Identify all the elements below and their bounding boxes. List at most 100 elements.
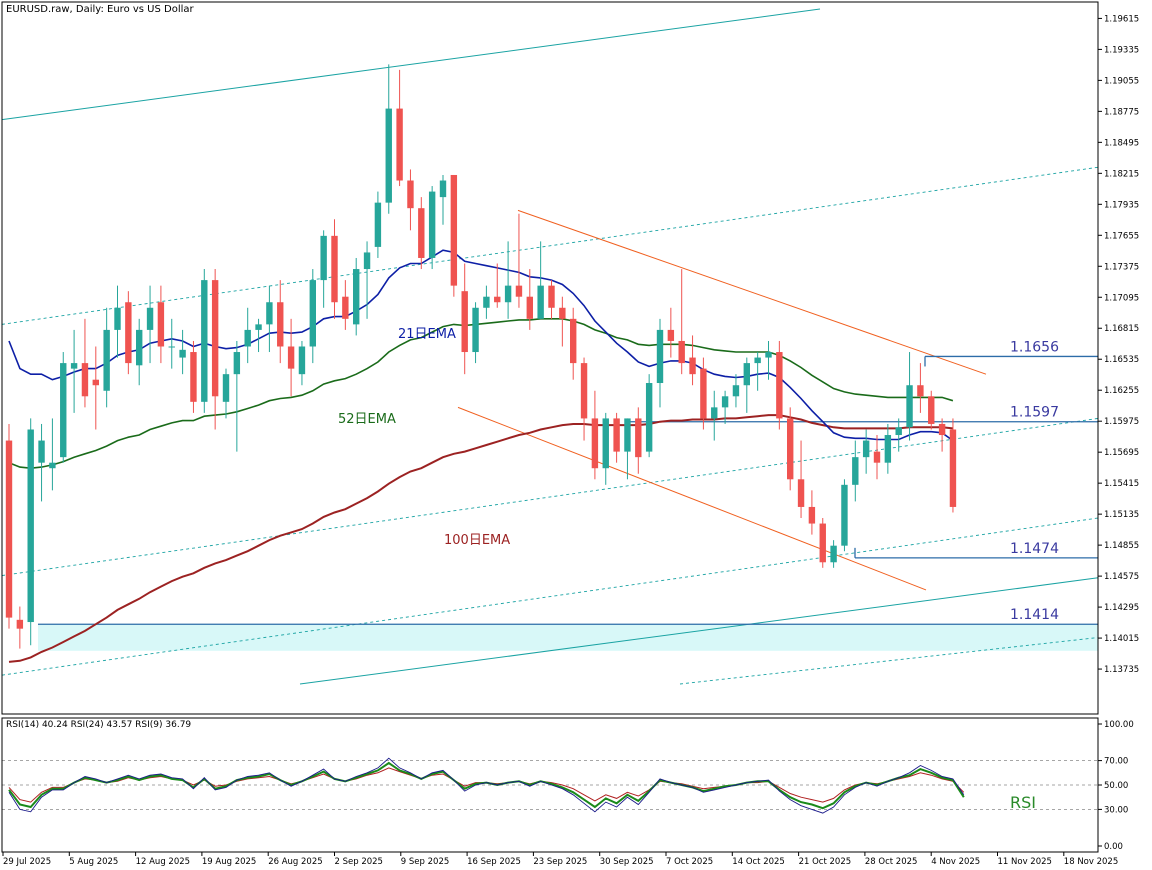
candle-bear[interactable] bbox=[418, 208, 425, 258]
candle-bear[interactable] bbox=[450, 174, 458, 286]
candle-bull[interactable] bbox=[743, 363, 750, 386]
candle-bear[interactable] bbox=[277, 302, 284, 347]
candle-bull[interactable] bbox=[754, 357, 761, 364]
candle-bear[interactable] bbox=[938, 423, 946, 436]
date-tick-label: 14 Oct 2025 bbox=[732, 857, 785, 867]
candle-bull[interactable] bbox=[884, 435, 892, 463]
candle-bear[interactable] bbox=[819, 523, 826, 563]
price-tick-label: 1.17375 bbox=[1104, 262, 1139, 272]
candle-bear[interactable] bbox=[635, 418, 642, 458]
candle-bear[interactable] bbox=[949, 429, 957, 507]
rsi-tick-label: 30.00 bbox=[1104, 805, 1128, 815]
candle-bear[interactable] bbox=[92, 379, 99, 386]
candle-bull[interactable] bbox=[895, 427, 902, 436]
candle-bear[interactable] bbox=[190, 352, 197, 402]
candle-bull[interactable] bbox=[136, 329, 143, 366]
candle-bull[interactable] bbox=[656, 329, 664, 384]
candle-bull[interactable] bbox=[830, 545, 837, 563]
candle-bull[interactable] bbox=[179, 349, 186, 358]
candle-bull[interactable] bbox=[353, 269, 360, 325]
candle-bull[interactable] bbox=[602, 418, 609, 469]
candle-bear[interactable] bbox=[526, 296, 533, 319]
candle-bull[interactable] bbox=[483, 296, 490, 308]
candle-bear[interactable] bbox=[515, 285, 523, 297]
candle-bull[interactable] bbox=[439, 180, 447, 198]
candle-bull[interactable] bbox=[504, 285, 512, 303]
candle-bull[interactable] bbox=[255, 324, 262, 330]
candle-bear[interactable] bbox=[917, 385, 924, 397]
candle-bear[interactable] bbox=[407, 180, 414, 209]
candle-bear[interactable] bbox=[559, 307, 566, 319]
candle-bear[interactable] bbox=[580, 363, 588, 419]
candle-bull[interactable] bbox=[732, 385, 740, 397]
candle-bear[interactable] bbox=[548, 285, 555, 308]
candle-bull[interactable] bbox=[266, 302, 273, 325]
candle-bull[interactable] bbox=[711, 407, 718, 419]
price-tick-label: 1.19335 bbox=[1104, 45, 1139, 55]
candle-bull[interactable] bbox=[70, 363, 78, 369]
candle-bear[interactable] bbox=[211, 280, 219, 397]
candle-bear[interactable] bbox=[5, 440, 13, 618]
candle-bull[interactable] bbox=[852, 457, 859, 485]
candle-bear[interactable] bbox=[342, 296, 349, 319]
candle-bull[interactable] bbox=[146, 307, 154, 330]
price-tick-label: 1.14575 bbox=[1104, 572, 1139, 582]
price-panel[interactable]: 1.1656 1.1597 1.1474 1.1414 21日EMA 52日EMA 100日… bbox=[1, 8, 1099, 685]
candle-bear[interactable] bbox=[396, 108, 403, 181]
ema100-label: 100日EMA bbox=[444, 533, 510, 548]
candle-bear[interactable] bbox=[928, 396, 935, 424]
candle-bear[interactable] bbox=[287, 346, 295, 369]
candle-bear[interactable] bbox=[591, 418, 599, 469]
date-tick-label: 7 Oct 2025 bbox=[666, 857, 713, 867]
rsi-panel[interactable]: RSI bbox=[2, 757, 1098, 814]
candle-bear[interactable] bbox=[689, 357, 696, 375]
candle-bull[interactable] bbox=[537, 285, 544, 319]
candle-bull[interactable] bbox=[862, 440, 870, 458]
candle-bull[interactable] bbox=[298, 346, 306, 375]
candle-bear[interactable] bbox=[494, 296, 501, 303]
candle-bear[interactable] bbox=[787, 418, 794, 480]
candle-bear[interactable] bbox=[613, 418, 620, 452]
candle-bull[interactable] bbox=[49, 462, 56, 469]
candle-bull[interactable] bbox=[168, 346, 175, 348]
candle-bull[interactable] bbox=[363, 252, 371, 270]
candle-bull[interactable] bbox=[428, 191, 436, 258]
candle-bull[interactable] bbox=[765, 352, 772, 358]
candle-bear[interactable] bbox=[570, 318, 577, 364]
candle-bear[interactable] bbox=[797, 479, 805, 507]
candle-bull[interactable] bbox=[233, 352, 241, 375]
candle-bull[interactable] bbox=[114, 307, 121, 330]
candle-bear[interactable] bbox=[678, 340, 685, 364]
candle-bull[interactable] bbox=[385, 108, 392, 203]
candle-bull[interactable] bbox=[103, 329, 110, 391]
candle-bull[interactable] bbox=[906, 385, 913, 428]
candle-bull[interactable] bbox=[38, 440, 45, 463]
candle-bull[interactable] bbox=[309, 280, 316, 347]
candle-bear[interactable] bbox=[157, 302, 165, 347]
candle-bear[interactable] bbox=[16, 619, 24, 629]
candle-bear[interactable] bbox=[873, 451, 881, 463]
candle-bull[interactable] bbox=[472, 307, 479, 353]
candle-bull[interactable] bbox=[320, 235, 327, 281]
candle-bear[interactable] bbox=[808, 506, 816, 524]
candle-bear[interactable] bbox=[331, 235, 338, 303]
candle-bull[interactable] bbox=[841, 484, 848, 546]
candle-bear[interactable] bbox=[667, 329, 675, 341]
candle-bull[interactable] bbox=[624, 418, 631, 452]
candle-bear[interactable] bbox=[776, 352, 783, 419]
candle-bull[interactable] bbox=[27, 429, 34, 623]
candle-bull[interactable] bbox=[645, 383, 653, 452]
candle-bear[interactable] bbox=[700, 368, 707, 419]
candle-bull[interactable] bbox=[374, 202, 382, 247]
channel-mid-upper-line bbox=[1, 166, 1099, 325]
candle-bear[interactable] bbox=[125, 302, 132, 364]
date-tick-label: 23 Sep 2025 bbox=[533, 857, 587, 867]
candle-bull[interactable] bbox=[244, 329, 251, 347]
candle-bull[interactable] bbox=[222, 374, 230, 402]
candle-bull[interactable] bbox=[721, 396, 729, 408]
candle-bull[interactable] bbox=[60, 363, 67, 458]
candle-bear[interactable] bbox=[461, 291, 468, 353]
candle-bull[interactable] bbox=[201, 280, 208, 402]
candle-bear[interactable] bbox=[81, 363, 89, 397]
